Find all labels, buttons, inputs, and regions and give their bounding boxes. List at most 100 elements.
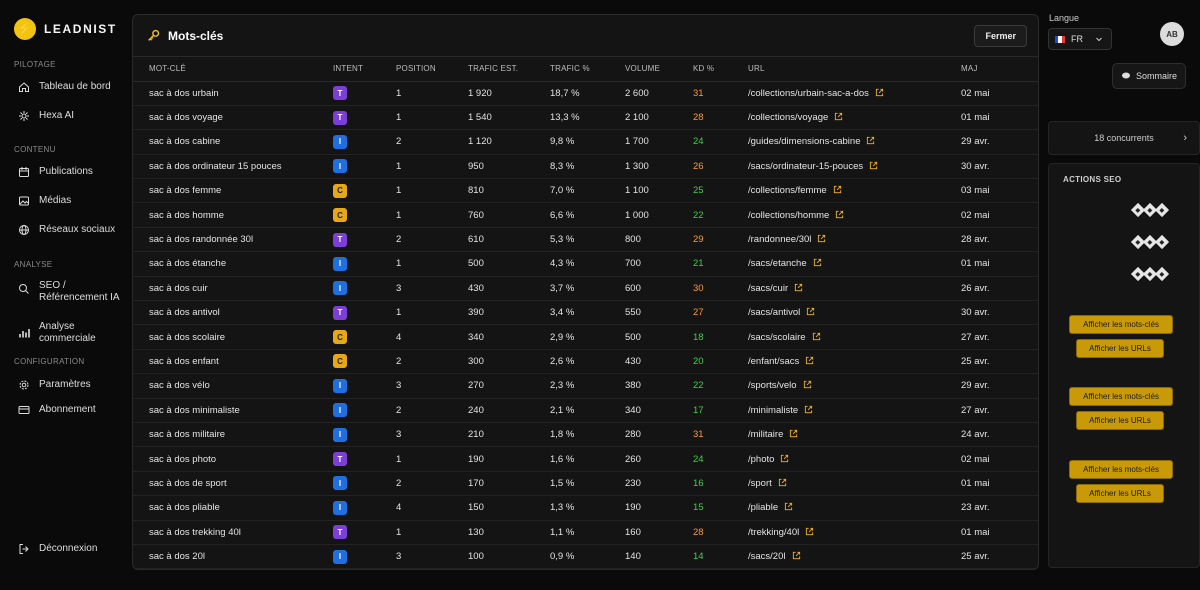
external-link-icon[interactable] <box>834 112 843 121</box>
table-row[interactable]: sac à dos antivol T 1 390 3,4 % 550 27/sacs/an… <box>133 300 1038 326</box>
url-cell[interactable]: /sport <box>748 471 961 497</box>
url-cell[interactable]: /enfant/sacs <box>748 349 961 375</box>
url-cell[interactable]: /sacs/cuir <box>748 276 961 302</box>
sidebar-item-seo[interactable]: SEO / Référencement IA <box>18 280 130 303</box>
url-cell[interactable]: /sports/velo <box>748 373 961 399</box>
url-link[interactable]: /sacs/antivol <box>748 307 801 319</box>
url-link[interactable]: /collections/femme <box>748 185 827 197</box>
external-link-icon[interactable] <box>805 527 814 536</box>
url-link[interactable]: /pliable <box>748 502 779 514</box>
col-keyword[interactable]: MOT-CLÉ <box>133 57 333 82</box>
url-link[interactable]: /collections/homme <box>748 209 830 221</box>
sidebar-item-settings[interactable]: Paramètres <box>18 379 130 391</box>
url-link[interactable]: /militaire <box>748 429 784 441</box>
sidebar-item-dashboard[interactable]: Tableau de bord <box>18 81 130 93</box>
col-maj[interactable]: MAJ <box>961 57 1038 82</box>
external-link-icon[interactable] <box>835 210 844 219</box>
sidebar-item-subscription[interactable]: Abonnement <box>18 404 130 416</box>
url-link[interactable]: /sacs/ordinateur-15-pouces <box>748 160 864 172</box>
url-link[interactable]: /sport <box>748 477 772 489</box>
url-cell[interactable]: /collections/voyage <box>748 105 961 131</box>
table-row[interactable]: sac à dos enfant C 2 300 2,6 % 430 20/enfant/s… <box>133 349 1038 375</box>
url-cell[interactable]: /sacs/scolaire <box>748 324 961 350</box>
show-keywords-button[interactable]: Afficher les mots-clés <box>1069 315 1173 334</box>
table-row[interactable]: sac à dos minimaliste I 2 240 2,1 % 340 17/min… <box>133 398 1038 423</box>
url-cell[interactable]: /militaire <box>748 422 961 448</box>
external-link-icon[interactable] <box>869 161 878 170</box>
close-button[interactable]: Fermer <box>974 25 1027 47</box>
url-link[interactable]: /sacs/20l <box>748 551 786 563</box>
sidebar-item-medias[interactable]: Médias <box>18 195 130 207</box>
url-link[interactable]: /guides/dimensions-cabine <box>748 136 861 148</box>
avatar[interactable]: AB <box>1160 22 1184 46</box>
external-link-icon[interactable] <box>789 429 798 438</box>
external-link-icon[interactable] <box>794 283 803 292</box>
table-row[interactable]: sac à dos homme C 1 760 6,6 % 1 000 22/collect… <box>133 202 1038 228</box>
table-row[interactable]: sac à dos vélo I 3 270 2,3 % 380 22/sports/vel… <box>133 373 1038 399</box>
external-link-icon[interactable] <box>792 551 801 560</box>
external-link-icon[interactable] <box>805 356 814 365</box>
url-cell[interactable]: /randonnee/30l <box>748 227 961 253</box>
url-link[interactable]: /sacs/etanche <box>748 258 807 270</box>
url-link[interactable]: /sacs/scolaire <box>748 331 806 343</box>
table-row[interactable]: sac à dos pliable I 4 150 1,3 % 190 15/pliable… <box>133 495 1038 521</box>
url-cell[interactable]: /sacs/antivol <box>748 300 961 326</box>
table-row[interactable]: sac à dos femme C 1 810 7,0 % 1 100 25/collect… <box>133 178 1038 204</box>
url-cell[interactable]: /trekking/40l <box>748 520 961 545</box>
external-link-icon[interactable] <box>817 234 826 243</box>
col-traffic-pct[interactable]: TRAFIC % <box>550 57 625 82</box>
url-link[interactable]: /collections/urbain-sac-a-dos <box>748 87 869 99</box>
url-link[interactable]: /trekking/40l <box>748 526 800 538</box>
url-link[interactable]: /enfant/sacs <box>748 355 800 367</box>
url-cell[interactable]: /collections/homme <box>748 202 961 228</box>
table-row[interactable]: sac à dos 20l I 3 100 0,9 % 140 14/sacs/20l 25 … <box>133 544 1038 569</box>
table-row[interactable]: sac à dos scolaire C 4 340 2,9 % 500 18/sacs/s… <box>133 324 1038 350</box>
url-cell[interactable]: /collections/urbain-sac-a-dos <box>748 81 961 106</box>
external-link-icon[interactable] <box>778 478 787 487</box>
url-link[interactable]: /collections/voyage <box>748 112 829 124</box>
url-link[interactable]: /randonnee/30l <box>748 234 812 246</box>
show-urls-button[interactable]: Afficher les URLs <box>1076 411 1164 430</box>
url-cell[interactable]: /sacs/20l <box>748 544 961 569</box>
url-link[interactable]: /minimaliste <box>748 404 799 416</box>
sidebar-item-publications[interactable]: Publications <box>18 166 130 178</box>
show-keywords-button[interactable]: Afficher les mots-clés <box>1069 460 1173 479</box>
sidebar-item-commercial[interactable]: Analyse commerciale <box>18 321 130 344</box>
logout-button[interactable]: Déconnexion <box>18 543 130 555</box>
table-row[interactable]: sac à dos trekking 40l T 1 130 1,1 % 160 28/tr… <box>133 520 1038 545</box>
url-cell[interactable]: /minimaliste <box>748 398 961 423</box>
url-link[interactable]: /sacs/cuir <box>748 282 789 294</box>
table-row[interactable]: sac à dos randonnée 30l T 2 610 5,3 % 800 29/r… <box>133 227 1038 253</box>
url-cell[interactable]: /sacs/ordinateur-15-pouces <box>748 154 961 180</box>
external-link-icon[interactable] <box>806 307 815 316</box>
url-cell[interactable]: /photo <box>748 446 961 472</box>
table-row[interactable]: sac à dos ordinateur 15 pouces I 1 950 8,3 %… <box>133 154 1038 180</box>
summary-button[interactable]: Sommaire <box>1112 63 1186 89</box>
table-row[interactable]: sac à dos photo T 1 190 1,6 % 260 24/photo 02 m… <box>133 446 1038 472</box>
show-urls-button[interactable]: Afficher les URLs <box>1076 339 1164 358</box>
show-keywords-button[interactable]: Afficher les mots-clés <box>1069 387 1173 406</box>
col-url[interactable]: URL <box>748 57 961 82</box>
table-row[interactable]: sac à dos étanche I 1 500 4,3 % 700 21/sacs/et… <box>133 251 1038 277</box>
table-row[interactable]: sac à dos voyage T 1 1 540 13,3 % 2 100 28/col… <box>133 105 1038 131</box>
col-volume[interactable]: VOLUME <box>625 57 693 82</box>
col-kd[interactable]: KD % <box>693 57 748 82</box>
url-link[interactable]: /photo <box>748 453 775 465</box>
show-urls-button[interactable]: Afficher les URLs <box>1076 484 1164 503</box>
external-link-icon[interactable] <box>866 136 875 145</box>
external-link-icon[interactable] <box>803 380 812 389</box>
col-position[interactable]: POSITION <box>396 57 468 82</box>
url-link[interactable]: /sports/velo <box>748 380 797 392</box>
table-row[interactable]: sac à dos cuir I 3 430 3,7 % 600 30/sacs/cuir 2… <box>133 276 1038 302</box>
external-link-icon[interactable] <box>784 502 793 511</box>
table-row[interactable]: sac à dos cabine I 2 1 120 9,8 % 1 700 24/guid… <box>133 129 1038 155</box>
table-row[interactable]: sac à dos de sport I 2 170 1,5 % 230 16/sport 0… <box>133 471 1038 497</box>
sidebar-item-hexa-ai[interactable]: Hexa AI <box>18 110 130 122</box>
external-link-icon[interactable] <box>812 332 821 341</box>
external-link-icon[interactable] <box>833 185 842 194</box>
table-row[interactable]: sac à dos militaire I 3 210 1,8 % 280 31/milit… <box>133 422 1038 448</box>
col-traffic[interactable]: TRAFIC EST. <box>468 57 550 82</box>
brand-logo[interactable]: ⚡ LEADNIST <box>14 18 117 40</box>
competitors-row[interactable]: 18 concurrents › <box>1048 121 1200 155</box>
url-cell[interactable]: /guides/dimensions-cabine <box>748 129 961 155</box>
